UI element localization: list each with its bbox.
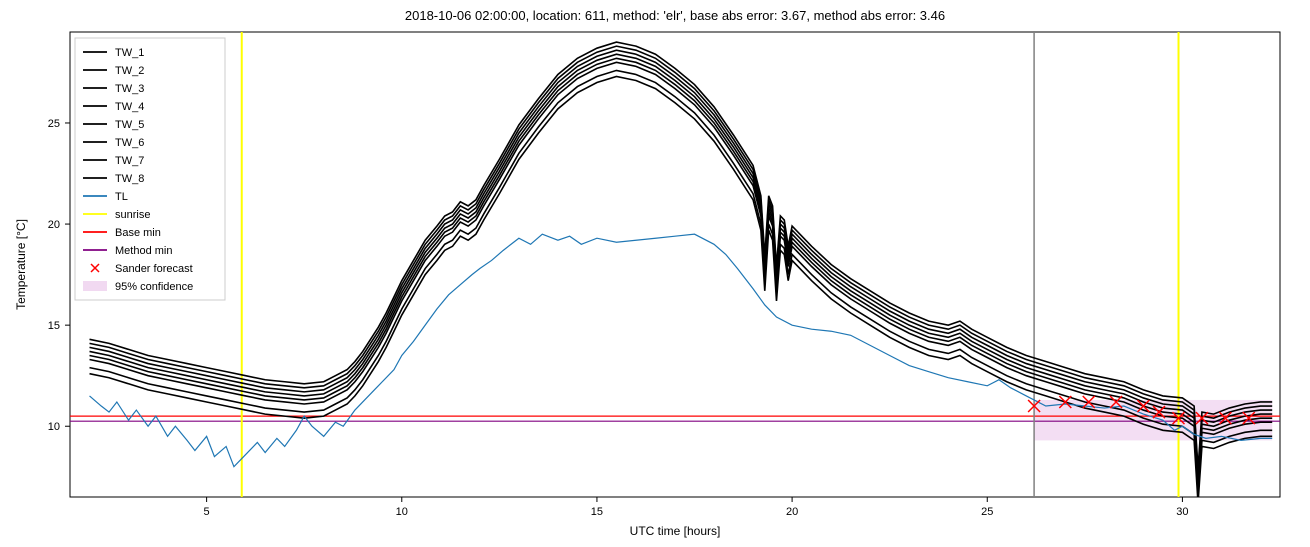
legend-label: sunrise: [115, 209, 150, 221]
legend-label: Sander forecast: [115, 263, 193, 275]
temperature-chart: 2018-10-06 02:00:00, location: 611, meth…: [0, 0, 1310, 547]
legend-label: TW_7: [115, 155, 144, 167]
chart-svg: 2018-10-06 02:00:00, location: 611, meth…: [0, 0, 1310, 547]
y-tick-label: 15: [48, 320, 60, 332]
legend-label: Base min: [115, 227, 161, 239]
x-tick-label: 10: [396, 506, 408, 518]
x-axis-label: UTC time [hours]: [630, 524, 721, 538]
x-tick-label: 25: [981, 506, 993, 518]
legend-label: TW_2: [115, 65, 144, 77]
legend-label: TL: [115, 191, 128, 203]
legend-label: TW_6: [115, 137, 144, 149]
chart-title: 2018-10-06 02:00:00, location: 611, meth…: [405, 8, 945, 23]
x-tick-label: 30: [1176, 506, 1188, 518]
legend-label: TW_4: [115, 101, 144, 113]
y-tick-label: 20: [48, 219, 60, 231]
legend-label: TW_8: [115, 173, 144, 185]
y-tick-label: 25: [48, 118, 60, 130]
y-axis-label: Temperature [°C]: [14, 219, 28, 310]
legend-label: TW_1: [115, 47, 144, 59]
legend: [75, 38, 225, 300]
x-tick-label: 5: [204, 506, 210, 518]
legend-label: TW_3: [115, 83, 144, 95]
legend-label: TW_5: [115, 119, 144, 131]
x-tick-label: 20: [786, 506, 798, 518]
legend-label: Method min: [115, 245, 172, 257]
legend-label: 95% confidence: [115, 281, 193, 293]
x-tick-label: 15: [591, 506, 603, 518]
y-tick-label: 10: [48, 421, 60, 433]
